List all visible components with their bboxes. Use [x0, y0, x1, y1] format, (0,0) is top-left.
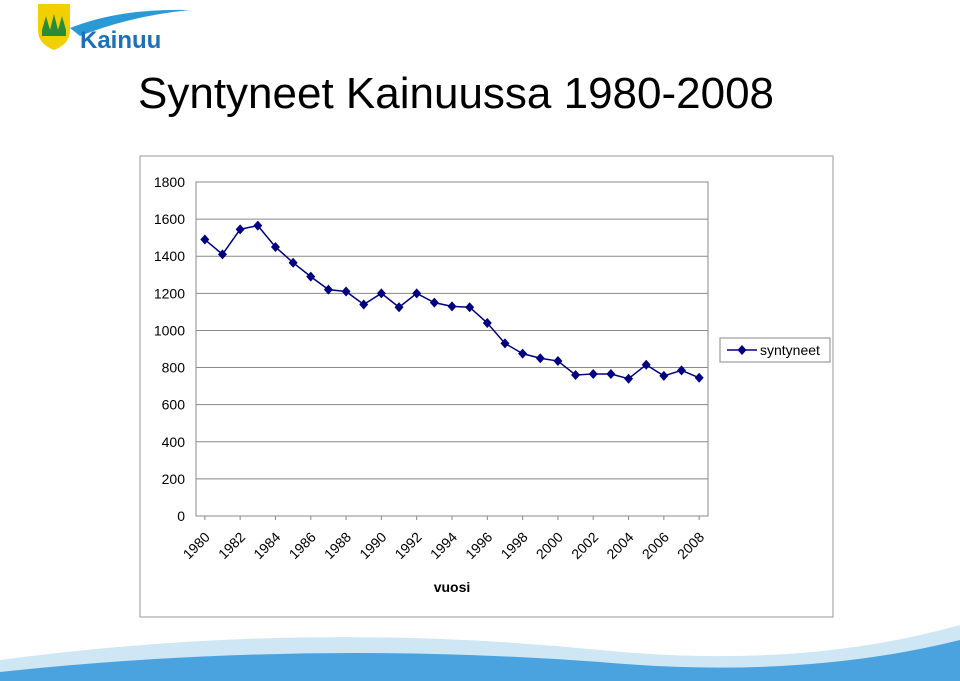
marker [306, 271, 316, 282]
wave-dark [0, 640, 960, 681]
logo-trees [42, 14, 66, 36]
y-tick-label: 1600 [154, 211, 185, 227]
marker [376, 288, 386, 299]
marker [429, 297, 439, 308]
marker [447, 301, 457, 312]
marker [235, 224, 245, 235]
legend [719, 337, 831, 363]
marker [659, 370, 669, 381]
marker [323, 284, 333, 295]
marker [394, 302, 404, 313]
marker [217, 249, 227, 260]
marker [624, 373, 634, 384]
legend-label: syntyneet [760, 342, 820, 358]
bottom-wave [0, 625, 960, 681]
marker [200, 234, 210, 245]
marker [253, 220, 263, 231]
marker [588, 369, 598, 380]
logo: Kainuu [38, 4, 190, 54]
marker [500, 338, 510, 349]
marker [694, 372, 704, 383]
y-tick-label: 1800 [154, 174, 185, 190]
legend-marker [737, 345, 747, 355]
plot-area [195, 181, 709, 517]
logo-text: Kainuu [80, 27, 161, 54]
y-tick-label: 800 [162, 360, 186, 376]
marker [359, 299, 369, 310]
x-axis-label: vuosi [434, 579, 471, 595]
marker [535, 353, 545, 364]
marker [518, 348, 528, 359]
y-tick-label: 1200 [154, 285, 185, 301]
marker [677, 365, 687, 376]
marker [553, 356, 563, 367]
marker [482, 318, 492, 329]
logo-swoosh [70, 9, 190, 36]
marker [465, 302, 475, 313]
y-tick-label: 400 [162, 434, 186, 450]
marker [341, 286, 351, 297]
marker [571, 369, 581, 380]
y-tick-label: 600 [162, 397, 186, 413]
marker [606, 369, 616, 380]
marker [641, 359, 651, 370]
marker [270, 241, 280, 252]
y-tick-label: 1400 [154, 248, 185, 264]
marker [412, 288, 422, 299]
y-tick-label: 1000 [154, 322, 185, 338]
slide-title: Syntyneet Kainuussa 1980-2008 [138, 69, 774, 118]
y-tick-label: 0 [177, 508, 185, 524]
y-tick-label: 200 [162, 471, 186, 487]
marker [288, 257, 298, 268]
